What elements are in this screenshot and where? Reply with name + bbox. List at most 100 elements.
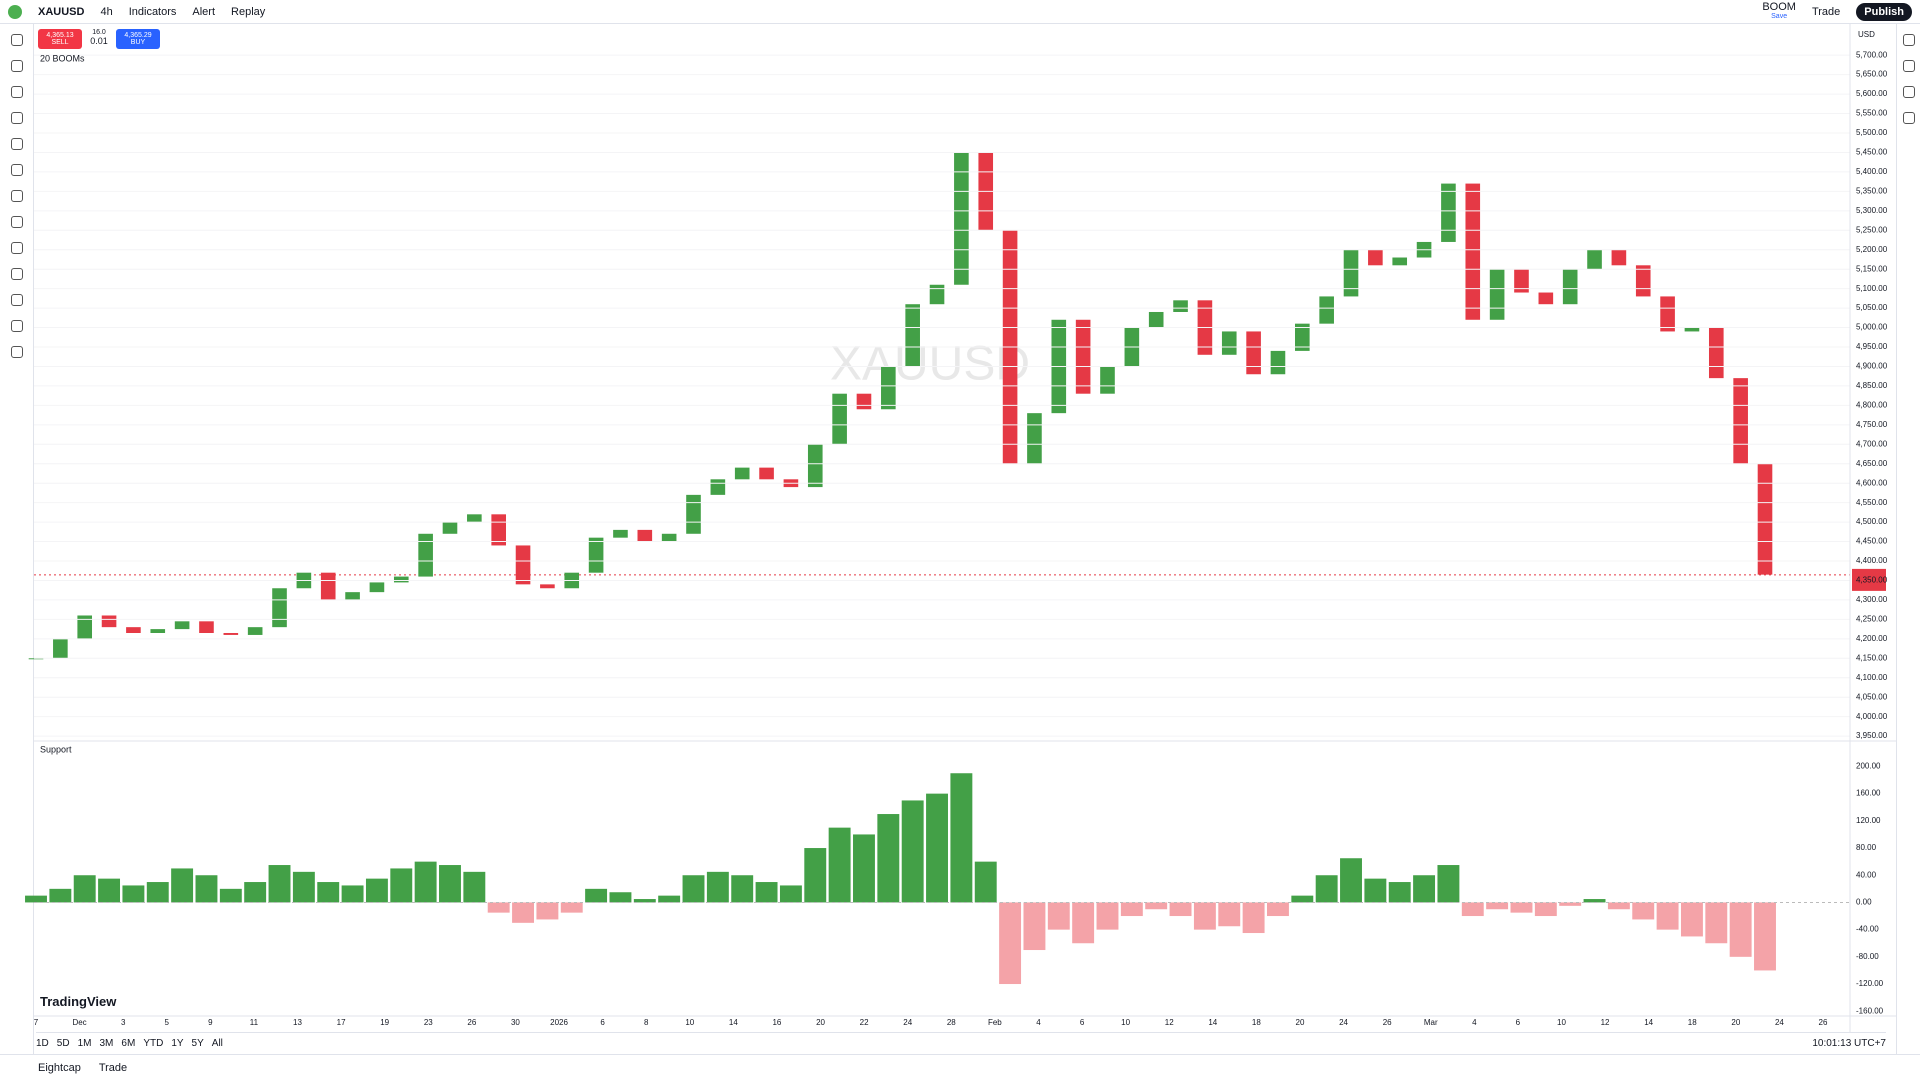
bar — [1047, 902, 1070, 930]
panel-title: Support — [40, 744, 72, 754]
range-button[interactable]: 1D — [36, 1038, 49, 1049]
bar — [1632, 902, 1655, 920]
candle — [1684, 327, 1700, 332]
candle — [807, 444, 823, 488]
y-tick-label: 4,600.00 — [1856, 478, 1888, 487]
bar — [1680, 902, 1703, 937]
candle — [1514, 269, 1529, 293]
x-tick-label: 18 — [1688, 1018, 1697, 1027]
x-tick-label: 12 — [1601, 1018, 1610, 1027]
candle — [1416, 241, 1432, 258]
range-button[interactable]: 5Y — [191, 1038, 204, 1049]
zoom-tool[interactable] — [10, 242, 23, 254]
replay-button[interactable]: Replay — [231, 5, 266, 18]
delete-tool[interactable] — [10, 346, 23, 358]
shape-tool[interactable] — [10, 138, 23, 150]
candle — [1587, 249, 1602, 270]
x-tick-label: 9 — [208, 1018, 213, 1027]
candle — [491, 514, 506, 546]
x-tick-label: 10 — [1121, 1018, 1130, 1027]
watchlist-icon[interactable] — [1902, 34, 1915, 46]
order-panel: 4,365.13 SELL 16.0 0.01 4,365.29 BUY — [38, 29, 160, 49]
y-tick-label: 4,800.00 — [1856, 400, 1888, 409]
lock-tool[interactable] — [10, 294, 23, 306]
bar — [268, 865, 291, 903]
candle — [296, 572, 312, 589]
range-button[interactable]: 5D — [56, 1038, 70, 1049]
trade-button[interactable]: Trade — [1811, 5, 1841, 18]
layout[interactable]: BOOM Save — [1762, 1, 1796, 21]
bar — [390, 868, 413, 903]
candle — [1392, 257, 1408, 266]
indicators-button[interactable]: Indicators — [128, 5, 177, 18]
bar — [1291, 895, 1314, 903]
countdown: 02:58:47 — [1855, 580, 1887, 589]
interval[interactable]: 4h — [100, 5, 113, 18]
bar — [609, 892, 632, 903]
bar — [1169, 902, 1192, 917]
y-tick-label: -120.00 — [1856, 979, 1884, 988]
alert-button[interactable]: Alert — [192, 5, 216, 18]
x-tick-label: 4 — [1036, 1018, 1041, 1027]
bar — [560, 902, 583, 913]
range-button[interactable]: YTD — [143, 1038, 164, 1049]
bar — [219, 888, 242, 903]
bar — [1705, 902, 1728, 944]
candle — [1635, 265, 1651, 297]
bar — [1607, 902, 1630, 910]
x-tick-label: 22 — [860, 1018, 869, 1027]
trend-line-tool[interactable] — [10, 60, 23, 72]
candle — [320, 572, 336, 600]
candle — [1562, 269, 1578, 305]
avatar[interactable] — [8, 4, 22, 19]
cursor-tool[interactable] — [10, 34, 23, 46]
alerts-icon[interactable] — [1902, 60, 1915, 72]
y-tick-label: 4,650.00 — [1856, 459, 1888, 468]
eye-tool[interactable] — [10, 320, 23, 332]
y-tick-label: 5,500.00 — [1856, 128, 1888, 137]
bar — [341, 885, 364, 903]
y-tick-label: -160.00 — [1856, 1006, 1884, 1015]
y-tick-label: 4,750.00 — [1856, 420, 1888, 429]
sell-button[interactable]: 4,365.13 SELL — [38, 29, 82, 49]
range-button[interactable]: All — [211, 1038, 223, 1049]
trade-tab[interactable]: Trade — [98, 1061, 128, 1074]
range-button[interactable]: 3M — [99, 1038, 114, 1049]
candle — [1368, 249, 1383, 266]
symbol[interactable]: XAUUSD — [38, 5, 85, 18]
chat-icon[interactable] — [1902, 112, 1915, 124]
candle — [1538, 292, 1554, 305]
candle — [1343, 249, 1359, 297]
publish-button[interactable]: Publish — [1856, 2, 1912, 21]
candle — [661, 533, 677, 542]
y-tick-label: 5,300.00 — [1856, 206, 1888, 215]
x-tick-label: 19 — [380, 1018, 389, 1027]
ruler-tool[interactable] — [10, 216, 23, 228]
fib-tool[interactable] — [10, 86, 23, 98]
x-tick-label: 13 — [293, 1018, 302, 1027]
pattern-tool[interactable] — [10, 112, 23, 124]
layers-icon[interactable] — [1902, 86, 1915, 98]
y-tick-label: 120.00 — [1856, 816, 1881, 825]
range-button[interactable]: 6M — [121, 1038, 136, 1049]
y-tick-label: 4,050.00 — [1856, 692, 1888, 701]
bar — [901, 800, 924, 903]
text-tool[interactable] — [10, 164, 23, 176]
candle — [126, 627, 141, 633]
range-button[interactable]: 1Y — [171, 1038, 184, 1049]
magnet-tool[interactable] — [10, 268, 23, 280]
broker[interactable]: Eightcap — [38, 1061, 81, 1074]
y-tick-label: 4,350.00 — [1856, 576, 1888, 585]
y-tick-label: -40.00 — [1856, 925, 1879, 934]
bar — [463, 871, 486, 903]
y-tick-label: 5,000.00 — [1856, 323, 1888, 332]
range-button[interactable]: 1M — [77, 1038, 92, 1049]
y-tick-label: 4,500.00 — [1856, 517, 1888, 526]
buy-button[interactable]: 4,365.29 BUY — [116, 29, 160, 49]
bar — [731, 875, 754, 903]
bar — [122, 885, 145, 903]
side-panel — [1896, 24, 1920, 1054]
candle — [1465, 183, 1481, 320]
emoji-tool[interactable] — [10, 190, 23, 202]
quantity[interactable]: 0.01 — [90, 36, 108, 46]
